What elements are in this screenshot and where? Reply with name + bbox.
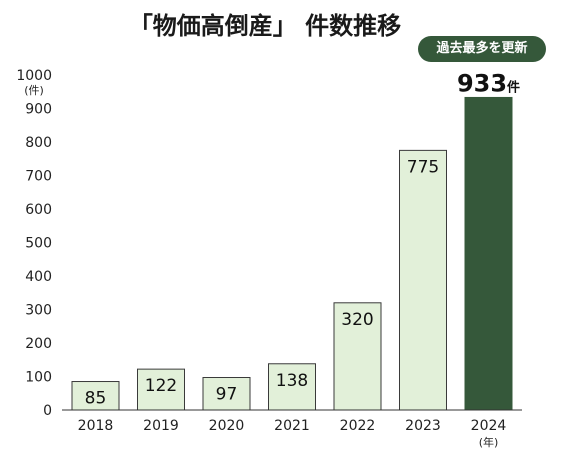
y-tick-label: 0 bbox=[43, 403, 52, 419]
x-tick-label: 2022 bbox=[340, 418, 376, 434]
bar-2022 bbox=[333, 302, 382, 411]
x-tick-label: 2020 bbox=[209, 418, 245, 434]
y-tick-label: 1000 bbox=[16, 68, 52, 84]
bar-2018 bbox=[71, 381, 120, 411]
bar-2019 bbox=[137, 368, 185, 411]
bar-2023 bbox=[399, 149, 447, 411]
value-label-2021: 138 bbox=[276, 371, 308, 391]
y-tick-label: 900 bbox=[25, 102, 52, 118]
value-label-2018: 85 bbox=[85, 389, 107, 409]
value-label-2023: 775 bbox=[407, 157, 439, 177]
x-tick-label: 2018 bbox=[78, 418, 114, 434]
y-tick-label: 500 bbox=[25, 236, 52, 252]
x-tick-label: 2019 bbox=[143, 418, 179, 434]
record-high-badge: 過去最多を更新 bbox=[418, 36, 546, 62]
y-tick-label: 300 bbox=[25, 303, 52, 319]
x-axis-unit: (年) bbox=[479, 435, 499, 449]
bar-2024 bbox=[464, 96, 513, 411]
y-tick-label: 700 bbox=[25, 169, 52, 185]
chart-title: 「物価高倒産」 件数推移 bbox=[128, 12, 402, 40]
bar-2020 bbox=[202, 377, 251, 411]
y-tick-label: 600 bbox=[25, 202, 52, 218]
y-tick-label: 200 bbox=[25, 336, 52, 352]
value-label-2022: 320 bbox=[341, 310, 373, 330]
y-axis-unit: (件) bbox=[24, 84, 44, 97]
x-tick-label: 2021 bbox=[274, 418, 310, 434]
value-label-2020: 97 bbox=[216, 385, 238, 405]
y-tick-label: 400 bbox=[25, 269, 52, 285]
value-label-2019: 122 bbox=[145, 376, 177, 396]
x-tick-label: 2024 bbox=[471, 418, 507, 434]
y-tick-label: 100 bbox=[25, 370, 52, 386]
value-label-2024: 933件 bbox=[457, 69, 520, 97]
y-tick-label: 800 bbox=[25, 135, 52, 151]
x-tick-label: 2023 bbox=[405, 418, 441, 434]
